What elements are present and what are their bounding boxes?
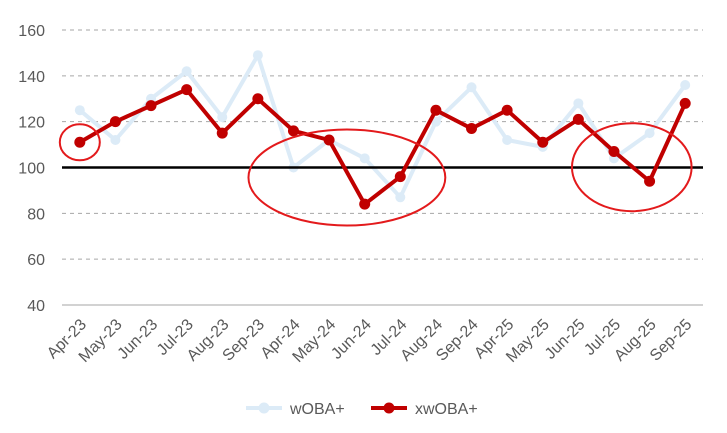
y-tick-label: 100 (18, 161, 45, 178)
data-point (394, 171, 406, 183)
data-point (359, 153, 370, 164)
data-point (644, 175, 656, 187)
series-group (62, 50, 703, 210)
data-point (679, 97, 691, 109)
y-tick-label: 40 (27, 298, 45, 315)
annotation-ellipse (570, 122, 693, 213)
data-point (608, 145, 620, 157)
annotation-ellipse (247, 128, 447, 227)
data-point (217, 112, 228, 123)
data-point (430, 104, 442, 116)
x-tick-label: Jun-25 (542, 316, 589, 363)
legend-label: wOBA+ (289, 401, 345, 418)
legend-swatch-marker (258, 402, 270, 414)
data-point (74, 105, 85, 116)
data-point (537, 136, 549, 148)
data-point (181, 84, 193, 96)
series-line-woba- (78, 53, 687, 200)
data-point (181, 66, 192, 77)
annotation-ellipse (58, 123, 101, 162)
data-point (466, 123, 478, 135)
data-point (680, 80, 691, 90)
y-tick-label: 60 (27, 252, 45, 269)
data-point (145, 100, 157, 112)
x-axis-ticks: Apr-23May-23Jun-23Jul-23Aug-23Sep-23Apr-… (44, 316, 695, 366)
data-point (323, 134, 335, 146)
data-point (287, 125, 299, 137)
data-point (74, 136, 86, 148)
legend-swatch-marker (383, 402, 395, 414)
x-tick-label: Jun-23 (115, 316, 162, 363)
x-tick-label: Jun-24 (328, 316, 375, 363)
data-point (110, 135, 121, 145)
data-point (572, 113, 584, 125)
data-point (252, 50, 263, 61)
annotation-ellipses (58, 122, 693, 227)
data-point (252, 93, 264, 105)
y-tick-label: 160 (18, 23, 45, 40)
data-point (644, 128, 655, 139)
data-point (501, 104, 513, 116)
data-point (216, 127, 228, 139)
y-tick-label: 120 (18, 115, 45, 132)
data-point (109, 116, 121, 128)
legend: wOBA+ xwOBA+ (246, 401, 478, 418)
y-axis-ticks: 40 60 80 100 120 140 160 (18, 23, 45, 315)
data-point (430, 116, 441, 127)
data-point (502, 135, 513, 145)
y-tick-label: 140 (18, 69, 45, 86)
data-point (573, 98, 584, 109)
data-point (395, 192, 406, 203)
series-line-xwoba- (78, 87, 688, 207)
legend-label: xwOBA+ (415, 401, 478, 418)
y-tick-label: 80 (27, 206, 45, 223)
data-point (359, 198, 371, 210)
data-point (466, 82, 477, 93)
